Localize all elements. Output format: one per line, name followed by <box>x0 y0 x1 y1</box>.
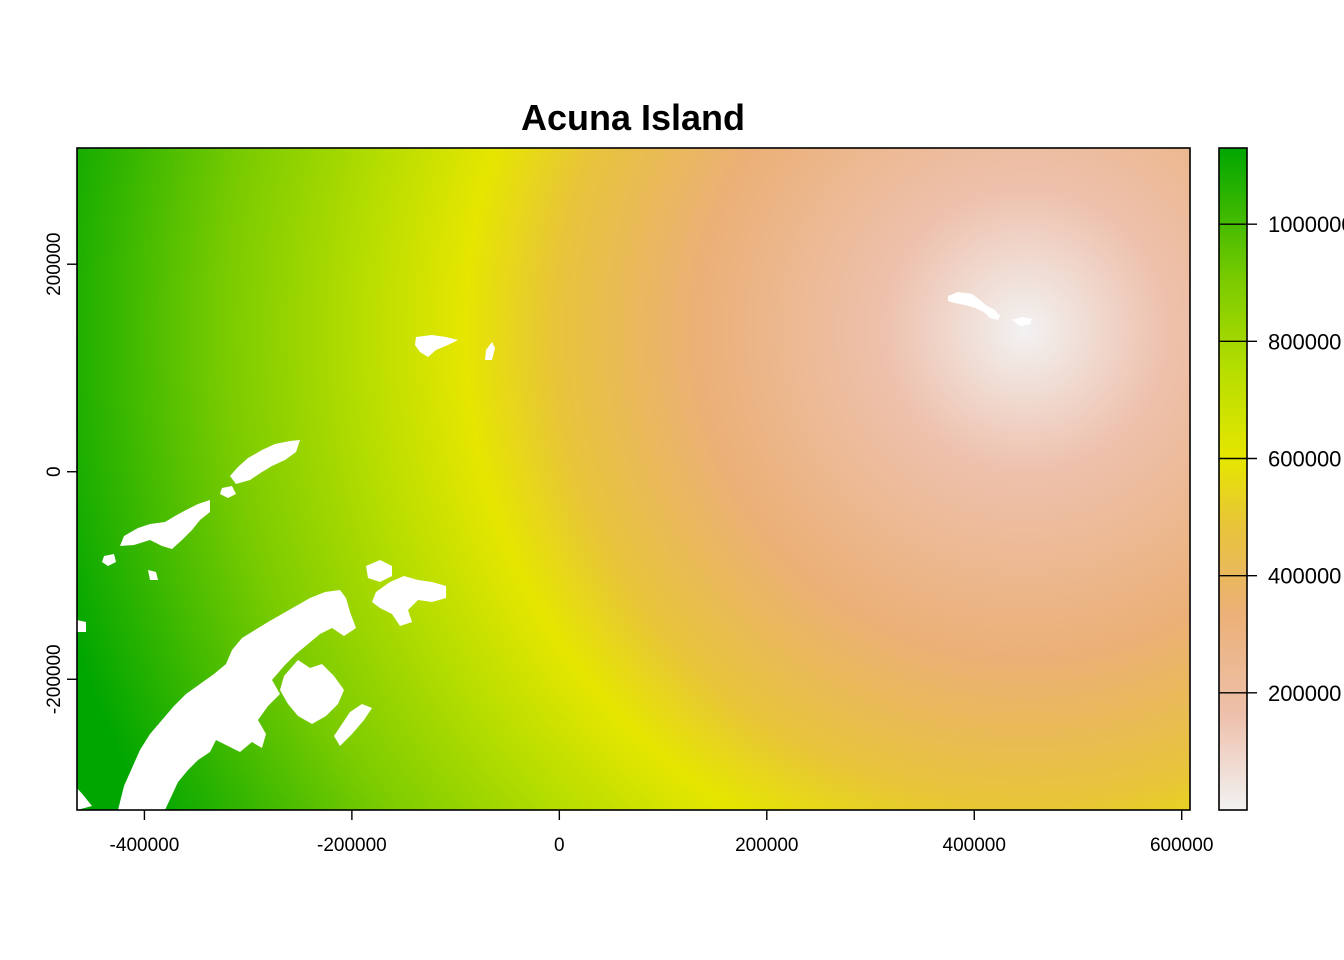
island-shape <box>120 500 210 549</box>
legend-color-bar <box>1219 148 1247 810</box>
land-masses <box>77 292 1032 810</box>
x-tick-label: 400000 <box>943 835 1006 856</box>
legend-tick-label: 800000 <box>1268 329 1341 354</box>
island-shape <box>485 342 495 360</box>
island-shape <box>334 704 372 746</box>
x-axis: -400000 -200000 0 200000 400000 600000 <box>110 810 1213 856</box>
island-shape <box>77 788 92 810</box>
island-shape <box>77 620 86 632</box>
island-shape <box>220 440 300 498</box>
peninsula-shape <box>118 590 356 810</box>
legend-frame <box>1218 147 1248 811</box>
island-shape <box>366 560 392 582</box>
x-tick-label: 200000 <box>735 835 798 856</box>
y-tick-label: 200000 <box>44 233 65 296</box>
map-area <box>77 148 1190 810</box>
y-tick-label: -200000 <box>44 644 65 714</box>
y-tick-label: 0 <box>44 466 65 477</box>
legend-tick-label: 600000 <box>1268 446 1341 471</box>
map-title: Acuna Island <box>521 97 745 138</box>
island-shape <box>280 660 344 724</box>
legend-tick-label: 400000 <box>1268 564 1341 589</box>
island-shape <box>102 554 158 580</box>
acuna-island-shape <box>948 292 1032 326</box>
legend-tick-label: 1000000 <box>1268 212 1344 237</box>
island-shape <box>415 335 458 357</box>
x-tick-label: -400000 <box>110 835 180 856</box>
legend-ticks: 1000000 800000 600000 400000 200000 <box>1219 212 1344 706</box>
x-tick-label: 600000 <box>1150 835 1213 856</box>
plot-frame <box>76 147 1191 811</box>
island-shape <box>372 576 446 626</box>
y-axis: 200000 0 -200000 <box>44 233 77 714</box>
legend-tick-label: 200000 <box>1268 681 1341 706</box>
color-legend: 1000000 800000 600000 400000 200000 <box>1218 147 1344 811</box>
x-tick-label: 0 <box>554 835 565 856</box>
x-tick-label: -200000 <box>317 835 387 856</box>
